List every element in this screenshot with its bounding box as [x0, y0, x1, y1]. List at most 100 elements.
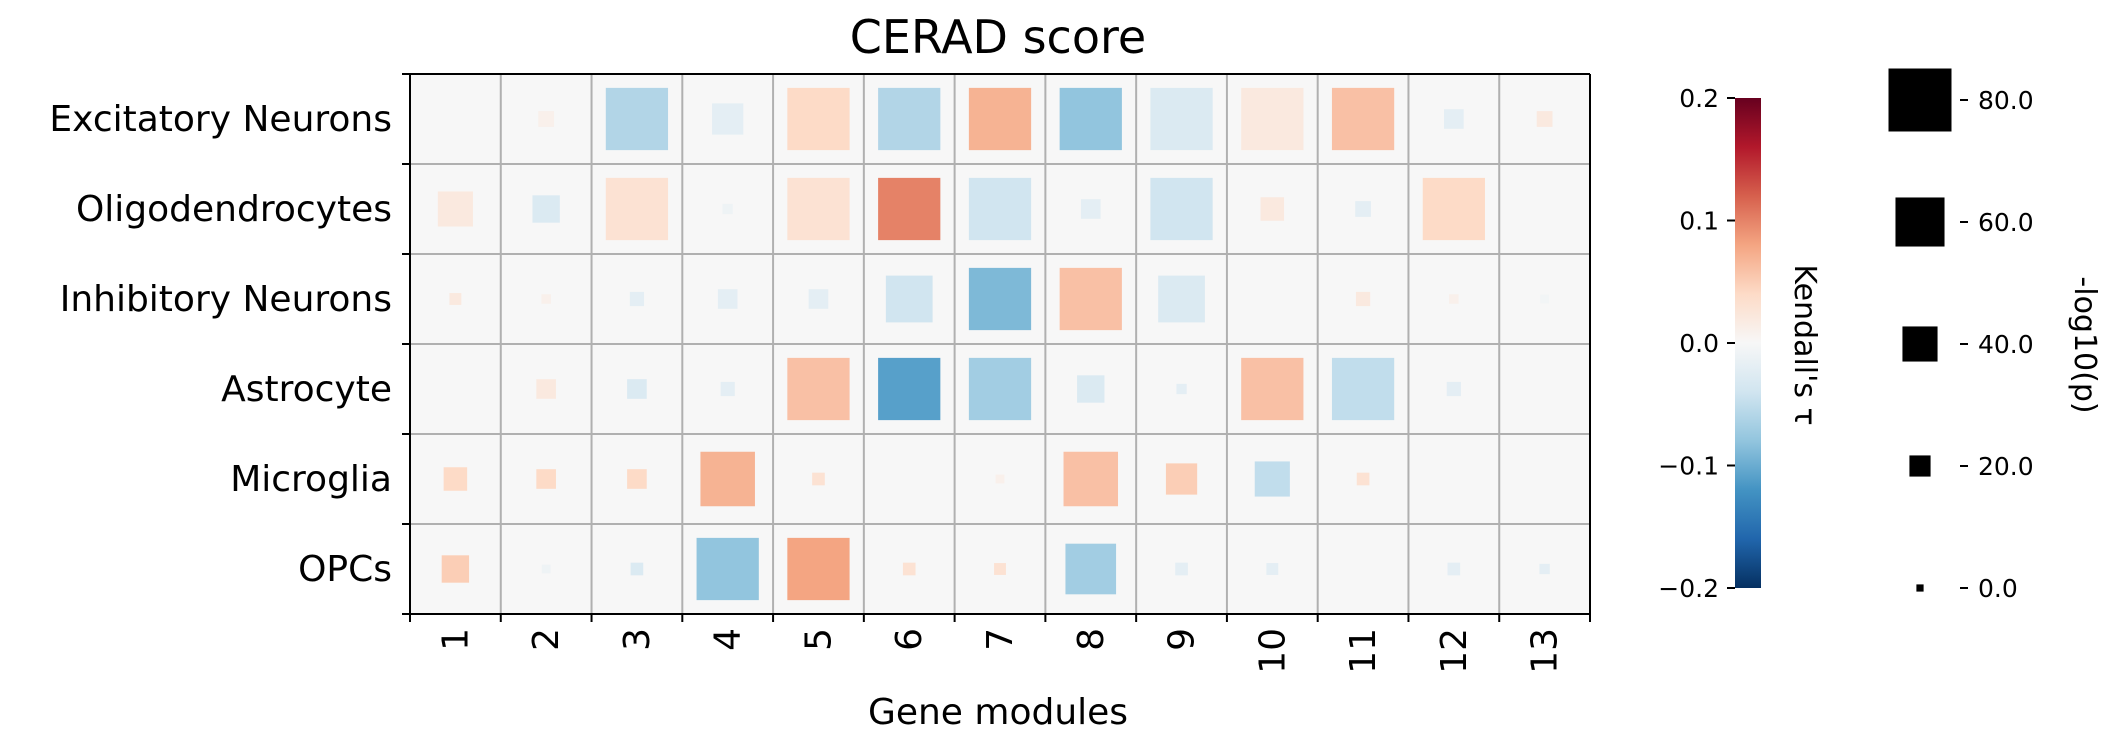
heatmap-cell — [1080, 199, 1101, 219]
heatmap-cell — [1358, 564, 1368, 574]
heatmap-cell — [1540, 474, 1549, 484]
y-tick-label: Astrocyte — [221, 369, 392, 410]
heatmap: Excitatory Neurons Oligodendrocytes Inhibi… — [49, 73, 1591, 674]
colorbar-label: Kendall's τ — [1787, 264, 1822, 425]
heatmap-cell — [787, 87, 850, 151]
x-tick-label: 4 — [708, 628, 749, 651]
heatmap-cell — [536, 379, 556, 399]
heatmap-cell — [787, 537, 850, 601]
x-tick-label: 12 — [1434, 628, 1475, 674]
heatmap-cell — [1355, 291, 1371, 307]
heatmap-cell — [968, 87, 1032, 151]
heatmap-cell — [885, 275, 933, 323]
heatmap-cell — [712, 103, 744, 135]
heatmap-cell — [443, 467, 468, 491]
size-legend-marker — [1888, 68, 1952, 132]
y-tick-label: Oligodendrocytes — [76, 189, 392, 230]
heatmap-cell — [1331, 357, 1395, 421]
heatmap-cell — [994, 563, 1006, 575]
heatmap-cell — [722, 203, 733, 215]
heatmap-cell — [538, 111, 555, 127]
heatmap-cell — [905, 475, 914, 483]
heatmap-cell — [1254, 461, 1290, 497]
heatmap-cell — [1540, 385, 1549, 393]
heatmap-cell — [1331, 87, 1395, 151]
x-tick-label: 1 — [435, 628, 476, 651]
heatmap-cell — [995, 474, 1005, 484]
colorbar-tick-label: −0.2 — [1658, 574, 1719, 603]
heatmap-cell — [451, 385, 460, 393]
heatmap-cell — [1355, 201, 1371, 217]
heatmap-cell — [441, 555, 470, 583]
heatmap-cell — [1176, 383, 1187, 395]
x-tick-label: 6 — [889, 628, 930, 651]
size-legend-tick-label: 40.0 — [1978, 330, 2034, 359]
heatmap-cell — [630, 562, 644, 576]
size-legend-label: -log10(p) — [2067, 276, 2102, 413]
x-tick-label: 8 — [1071, 628, 1112, 651]
x-tick-label: 3 — [617, 628, 658, 651]
y-tick-label: Excitatory Neurons — [49, 99, 392, 140]
colorbar-tick-label: 0.2 — [1679, 84, 1719, 113]
heatmap-cell — [1158, 275, 1205, 323]
colorbar-gradient — [1735, 98, 1761, 588]
colorbar: Kendall's τ 0.2 0.1 0.0 −0.1 −0.2 — [1658, 84, 1822, 603]
heatmap-cell — [1266, 563, 1279, 575]
heatmap-cell — [605, 177, 669, 241]
heatmap-cell — [1150, 177, 1213, 241]
heatmap-cell — [808, 289, 829, 309]
size-legend: -log10(p) 80.0 60.0 40.0 20.0 0.0 — [1888, 68, 2102, 603]
y-tick-label: Microglia — [230, 459, 392, 500]
heatmap-cell — [1539, 563, 1550, 575]
heatmap-cell — [787, 177, 850, 241]
y-tick-label: Inhibitory Neurons — [60, 279, 392, 320]
heatmap-cell — [532, 195, 560, 223]
heatmap-cell — [700, 451, 755, 507]
heatmap-cell — [878, 357, 941, 421]
x-tick-label: 7 — [980, 628, 1021, 651]
size-legend-tick-label: 20.0 — [1978, 452, 2034, 481]
heatmap-cell — [787, 357, 850, 421]
colorbar-tick-label: 0.0 — [1679, 329, 1719, 358]
heatmap-cell — [1059, 87, 1122, 151]
size-legend-marker — [1895, 197, 1945, 247]
size-legend-tick-label: 60.0 — [1978, 208, 2034, 237]
heatmap-cell — [536, 469, 556, 489]
heatmap-cell — [1065, 543, 1117, 595]
heatmap-cell — [717, 289, 738, 309]
x-tick-label: 5 — [798, 628, 839, 651]
heatmap-cell — [1260, 197, 1285, 221]
size-legend-marker — [1909, 455, 1931, 477]
heatmap-cell — [1449, 294, 1459, 304]
x-tick-label: 10 — [1252, 628, 1293, 674]
heatmap-cell — [968, 177, 1032, 241]
size-legend-tick-label: 0.0 — [1978, 574, 2018, 603]
heatmap-cell — [1241, 357, 1304, 421]
x-axis-label: Gene modules — [868, 692, 1128, 733]
heatmap-cell — [627, 379, 647, 399]
heatmap-cell — [696, 537, 759, 601]
heatmap-cell — [1447, 562, 1461, 576]
heatmap-cell — [1059, 267, 1122, 331]
heatmap-cell — [1063, 451, 1119, 507]
heatmap-cell — [902, 562, 916, 576]
heatmap-cell — [1150, 87, 1213, 151]
heatmap-cell — [541, 564, 551, 574]
heatmap-cell — [878, 177, 941, 241]
chart-title: CERAD score — [850, 10, 1146, 64]
size-legend-marker — [1902, 326, 1938, 362]
x-tick-label: 13 — [1525, 628, 1566, 674]
heatmap-cell — [878, 87, 941, 151]
colorbar-tick-label: −0.1 — [1658, 452, 1719, 481]
heatmap-cell — [605, 87, 669, 151]
heatmap-cell — [1268, 295, 1277, 303]
heatmap-cell — [1446, 381, 1461, 397]
heatmap-cell — [720, 381, 735, 397]
x-tick-label: 9 — [1162, 628, 1203, 651]
x-tick-label: 2 — [526, 628, 567, 651]
size-legend-marker — [1916, 584, 1924, 592]
heatmap-cell — [968, 267, 1032, 331]
heatmap-cell — [1165, 463, 1198, 495]
colorbar-tick-label: 0.1 — [1679, 207, 1719, 236]
